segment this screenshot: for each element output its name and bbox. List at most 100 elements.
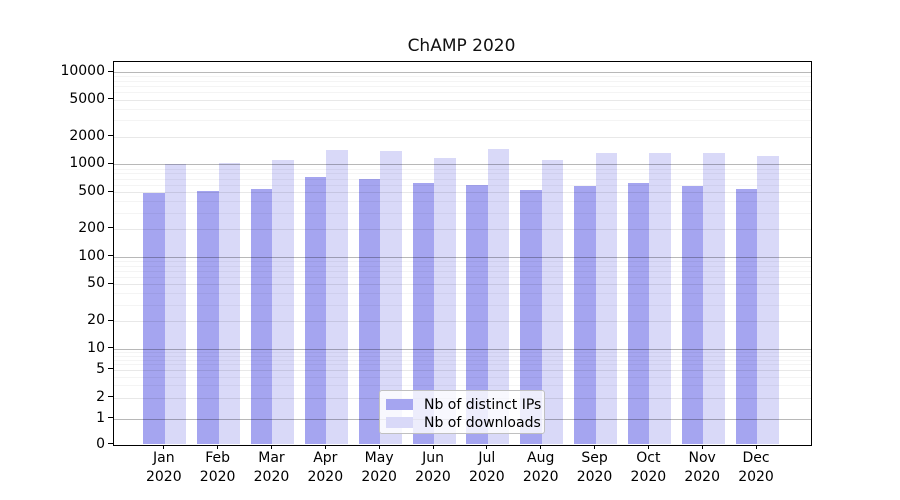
gridline: [114, 277, 811, 279]
y-tick-mark: [108, 135, 113, 136]
y-tick-label: 1: [96, 409, 105, 426]
x-tick-month: Jun: [422, 450, 444, 466]
plot-area: Nb of distinct IPs Nb of downloads: [113, 60, 812, 446]
x-tick-month: Jan: [153, 450, 175, 466]
x-tick-month: Oct: [636, 450, 661, 466]
x-tick-year: 2020: [145, 469, 182, 485]
gridline: [114, 364, 811, 366]
legend-box: Nb of distinct IPs Nb of downloads: [379, 389, 545, 434]
bar-nb-of-distinct-ips-jul: [466, 185, 488, 445]
bar-nb-of-distinct-ips-aug: [520, 190, 542, 445]
legend-swatch: [386, 417, 413, 428]
gridline: [114, 168, 811, 170]
bar-nb-of-distinct-ips-dec: [735, 189, 758, 445]
gridline: [114, 321, 811, 323]
x-tick-month: May: [364, 450, 394, 466]
x-tick-year: 2020: [738, 469, 774, 485]
x-tick-mark: [701, 444, 703, 449]
gridline: [114, 201, 811, 203]
x-tick-label-jan: Jan 2020: [132, 449, 196, 487]
y-tick-label: 200: [78, 219, 105, 236]
legend-label: Nb of distinct IPs: [424, 396, 542, 413]
legend-swatch: [386, 399, 413, 410]
x-tick-label-nov: Nov 2020: [670, 449, 734, 487]
x-tick-mark: [217, 444, 219, 449]
y-tick-label: 1000: [69, 155, 105, 172]
gridline: [114, 355, 811, 357]
x-tick-label-apr: Apr 2020: [293, 449, 357, 487]
legend-item-nb-of-distinct-ips: Nb of distinct IPs: [380, 396, 544, 414]
x-tick-year: 2020: [522, 469, 559, 485]
x-tick-year: 2020: [415, 469, 451, 485]
grid-layer: [114, 62, 811, 445]
bar-nb-of-downloads-feb: [218, 162, 241, 445]
gridline: [114, 136, 811, 138]
gridline: [114, 76, 811, 78]
gridline: [114, 108, 811, 110]
gridline: [114, 120, 811, 122]
gridline: [114, 86, 811, 88]
gridline: [114, 228, 811, 230]
y-tick-mark: [108, 190, 113, 192]
gridline: [114, 173, 811, 175]
bar-nb-of-downloads-mar: [272, 160, 294, 445]
gridline: [114, 376, 811, 378]
y-tick-mark: [108, 282, 113, 284]
gridline: [114, 348, 811, 350]
gridline: [114, 369, 811, 371]
bar-nb-of-downloads-jan: [164, 163, 187, 445]
y-tick-mark: [108, 368, 113, 370]
x-tick-year: 2020: [361, 469, 397, 485]
y-tick-label: 50: [87, 275, 105, 292]
bar-nb-of-downloads-may: [380, 150, 402, 445]
bar-nb-of-downloads-aug: [541, 160, 564, 445]
y-tick-mark: [108, 98, 113, 100]
gridline: [114, 178, 811, 180]
gridline: [114, 359, 811, 361]
y-tick-label: 2: [96, 388, 105, 405]
gridline: [114, 92, 811, 94]
x-tick-mark: [486, 444, 488, 449]
x-tick-mark: [324, 444, 326, 449]
bar-nb-of-distinct-ips-may: [358, 178, 381, 445]
x-tick-label-jun: Jun 2020: [401, 449, 465, 487]
x-tick-month: Mar: [258, 450, 285, 466]
x-tick-mark: [163, 444, 165, 449]
gridline: [114, 99, 811, 101]
gridline: [114, 80, 811, 82]
x-tick-year: 2020: [469, 469, 505, 485]
y-tick-label: 100: [78, 247, 105, 264]
gridline: [114, 164, 811, 166]
x-tick-mark: [378, 444, 380, 449]
x-tick-month: Feb: [205, 450, 231, 466]
x-tick-year: 2020: [253, 469, 290, 485]
bars-layer: [114, 62, 811, 445]
bar-nb-of-distinct-ips-jun: [412, 182, 434, 445]
x-tick-month: Dec: [742, 450, 770, 466]
x-tick-mark: [594, 444, 596, 449]
bar-nb-of-distinct-ips-feb: [197, 191, 219, 445]
x-tick-month: Sep: [581, 450, 608, 466]
y-tick-label: 10000: [60, 63, 105, 79]
y-tick-mark: [108, 255, 113, 257]
gridline: [114, 260, 811, 262]
y-tick-label: 20: [87, 312, 105, 329]
y-tick-mark: [108, 443, 113, 444]
bar-nb-of-downloads-oct: [649, 153, 671, 445]
bar-nb-of-downloads-sep: [595, 152, 618, 445]
legend-label: Nb of downloads: [424, 414, 541, 431]
chart-title: ChAMP 2020: [407, 36, 516, 56]
x-tick-year: 2020: [630, 469, 667, 485]
x-tick-year: 2020: [684, 469, 720, 485]
x-tick-month: Aug: [527, 450, 555, 466]
bar-nb-of-distinct-ips-apr: [304, 177, 327, 445]
y-tick-label: 500: [78, 183, 105, 200]
gridline: [114, 212, 811, 214]
x-tick-label-may: May 2020: [347, 449, 411, 487]
bar-nb-of-downloads-dec: [757, 155, 779, 445]
x-tick-label-oct: Oct 2020: [616, 449, 680, 487]
x-tick-mark: [755, 444, 757, 449]
x-tick-mark: [540, 444, 542, 449]
x-tick-month: Nov: [688, 450, 716, 466]
y-tick-mark: [108, 162, 113, 164]
